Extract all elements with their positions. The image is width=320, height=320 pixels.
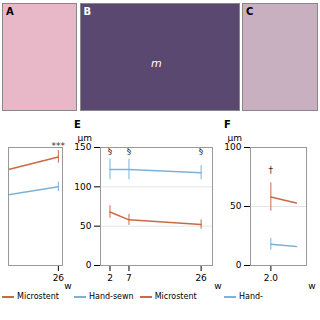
svg-text:26: 26: [195, 273, 207, 283]
svg-text:2: 2: [107, 273, 113, 283]
svg-text:***: ***: [52, 141, 66, 151]
svg-text:26: 26: [53, 273, 65, 283]
svg-text:7: 7: [126, 273, 132, 283]
html-text:m: m: [151, 57, 162, 70]
html-text:B: B: [83, 6, 92, 17]
svg-text:2.0: 2.0: [264, 273, 279, 283]
svg-text:w: w: [214, 281, 221, 291]
html-text:Microstent: Microstent: [17, 292, 59, 301]
svg-text:150: 150: [74, 142, 91, 152]
svg-text:100: 100: [74, 182, 91, 192]
html-text:Hand-: Hand-: [239, 292, 263, 301]
html-text:E: E: [74, 119, 81, 130]
html-text:A: A: [6, 6, 14, 17]
svg-text:50: 50: [230, 201, 242, 211]
svg-text:0: 0: [86, 260, 92, 270]
svg-text:0: 0: [236, 260, 242, 270]
html-text:F: F: [224, 119, 231, 130]
svg-text:μm: μm: [228, 133, 243, 143]
svg-text:†: †: [269, 165, 274, 175]
svg-text:50: 50: [80, 221, 92, 231]
svg-text:w: w: [308, 281, 315, 291]
svg-text:100: 100: [224, 142, 241, 152]
html-text:C: C: [246, 6, 254, 17]
svg-text:μm: μm: [78, 133, 93, 143]
html-text:Microstent: Microstent: [154, 292, 197, 301]
svg-text:w: w: [64, 281, 71, 291]
html-text:Hand-sewn: Hand-sewn: [89, 292, 134, 301]
